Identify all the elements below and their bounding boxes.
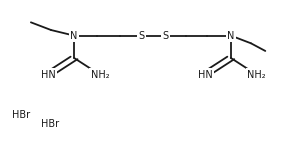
Text: N: N — [227, 31, 234, 41]
Text: NH₂: NH₂ — [91, 70, 109, 80]
Text: HBr: HBr — [12, 110, 30, 120]
Text: S: S — [138, 31, 145, 41]
Text: S: S — [162, 31, 168, 41]
Text: HN: HN — [41, 70, 55, 80]
Text: N: N — [70, 31, 78, 41]
Text: NH₂: NH₂ — [247, 70, 266, 80]
Text: HBr: HBr — [41, 119, 59, 129]
Text: HN: HN — [197, 70, 212, 80]
